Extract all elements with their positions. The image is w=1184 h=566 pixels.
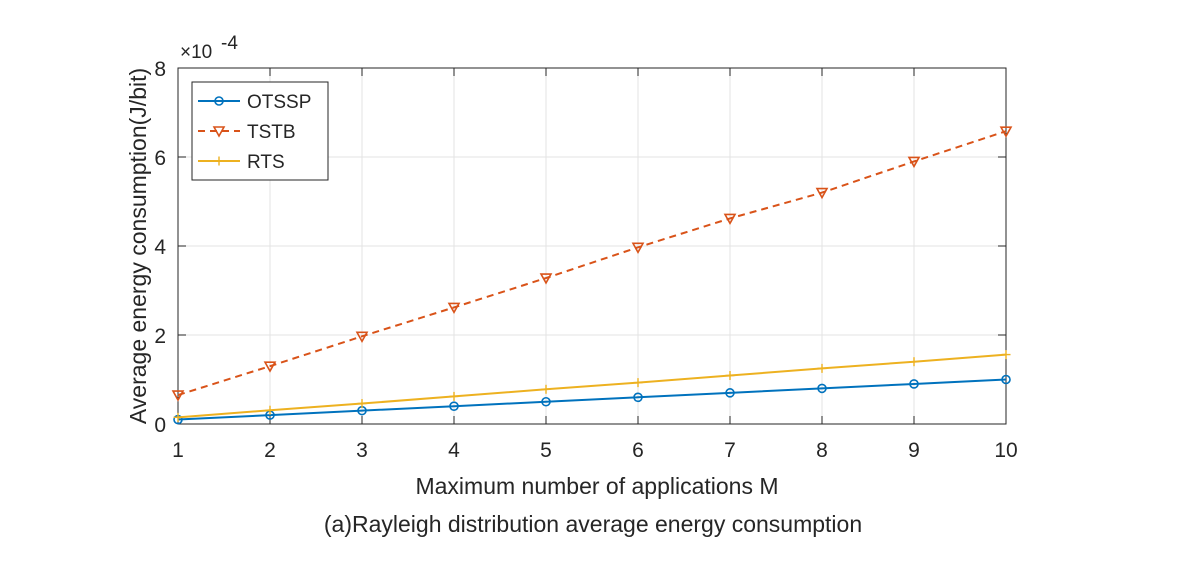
y-tick-label: 8 — [154, 58, 166, 81]
x-tick-label: 2 — [264, 439, 276, 462]
data-point — [633, 392, 643, 403]
x-tick-label: 5 — [540, 439, 552, 462]
x-tick-label: 9 — [908, 439, 920, 462]
data-point — [541, 384, 551, 394]
series-line — [177, 130, 1007, 397]
y-tick-label: 2 — [154, 325, 166, 348]
legend-marker — [214, 156, 224, 166]
x-axis-label: Maximum number of applications M — [415, 473, 778, 499]
legend-item: RTS — [198, 152, 285, 173]
x-tick-label: 1 — [172, 439, 184, 462]
data-point — [817, 363, 827, 373]
x-tick-label: 6 — [632, 439, 644, 462]
series-line — [177, 378, 1007, 421]
data-point — [817, 383, 827, 394]
y-tick-label: 0 — [154, 414, 166, 437]
data-point — [907, 156, 921, 169]
data-point — [723, 213, 737, 226]
series-line — [177, 353, 1007, 419]
data-point — [909, 379, 919, 389]
data-point — [263, 361, 277, 373]
data-point — [357, 399, 367, 409]
series-tstb — [171, 126, 1013, 402]
data-point — [631, 242, 645, 254]
y-exponent-base: ×10 — [180, 42, 212, 63]
series-otssp — [173, 374, 1011, 425]
data-point — [1001, 350, 1011, 360]
legend-label: OTSSP — [247, 92, 311, 113]
y-exponent-power: -4 — [221, 33, 238, 54]
data-point — [173, 412, 183, 422]
legend-item: OTSSP — [198, 92, 311, 113]
data-point — [355, 331, 369, 343]
data-point — [539, 273, 553, 285]
data-point — [265, 405, 275, 415]
legend-item: TSTB — [198, 122, 296, 143]
data-point — [909, 357, 919, 367]
legend-label: RTS — [247, 152, 285, 173]
data-point — [999, 126, 1013, 138]
x-tick-label: 10 — [994, 439, 1017, 462]
x-tick-label: 8 — [816, 439, 828, 462]
data-point — [725, 388, 735, 398]
data-point — [725, 370, 735, 380]
legend-label: TSTB — [247, 122, 296, 143]
data-point — [815, 187, 829, 200]
series — [171, 126, 1013, 425]
x-tick-label: 7 — [724, 439, 736, 462]
series-rts — [173, 350, 1011, 422]
legend: OTSSP TSTB RTS — [191, 81, 329, 181]
figure-caption: (a)Rayleigh distribution average energy … — [324, 511, 862, 537]
data-point — [449, 391, 459, 401]
data-point — [541, 396, 551, 407]
legend-marker — [214, 96, 224, 106]
legend-marker — [212, 126, 226, 138]
data-point — [447, 302, 461, 315]
axis-ticks: 1 2 3 4 5 6 7 8 9 10 0 2 4 6 8 — [154, 58, 1017, 462]
data-point — [633, 378, 643, 388]
data-point — [449, 401, 459, 412]
x-tick-label: 3 — [356, 439, 368, 462]
y-tick-label: 6 — [154, 147, 166, 170]
data-point — [171, 390, 185, 402]
y-tick-label: 4 — [154, 236, 166, 259]
y-axis-label: Average energy consumption(J/bit) — [125, 68, 151, 424]
x-tick-label: 4 — [448, 439, 460, 462]
data-point — [1001, 374, 1011, 385]
